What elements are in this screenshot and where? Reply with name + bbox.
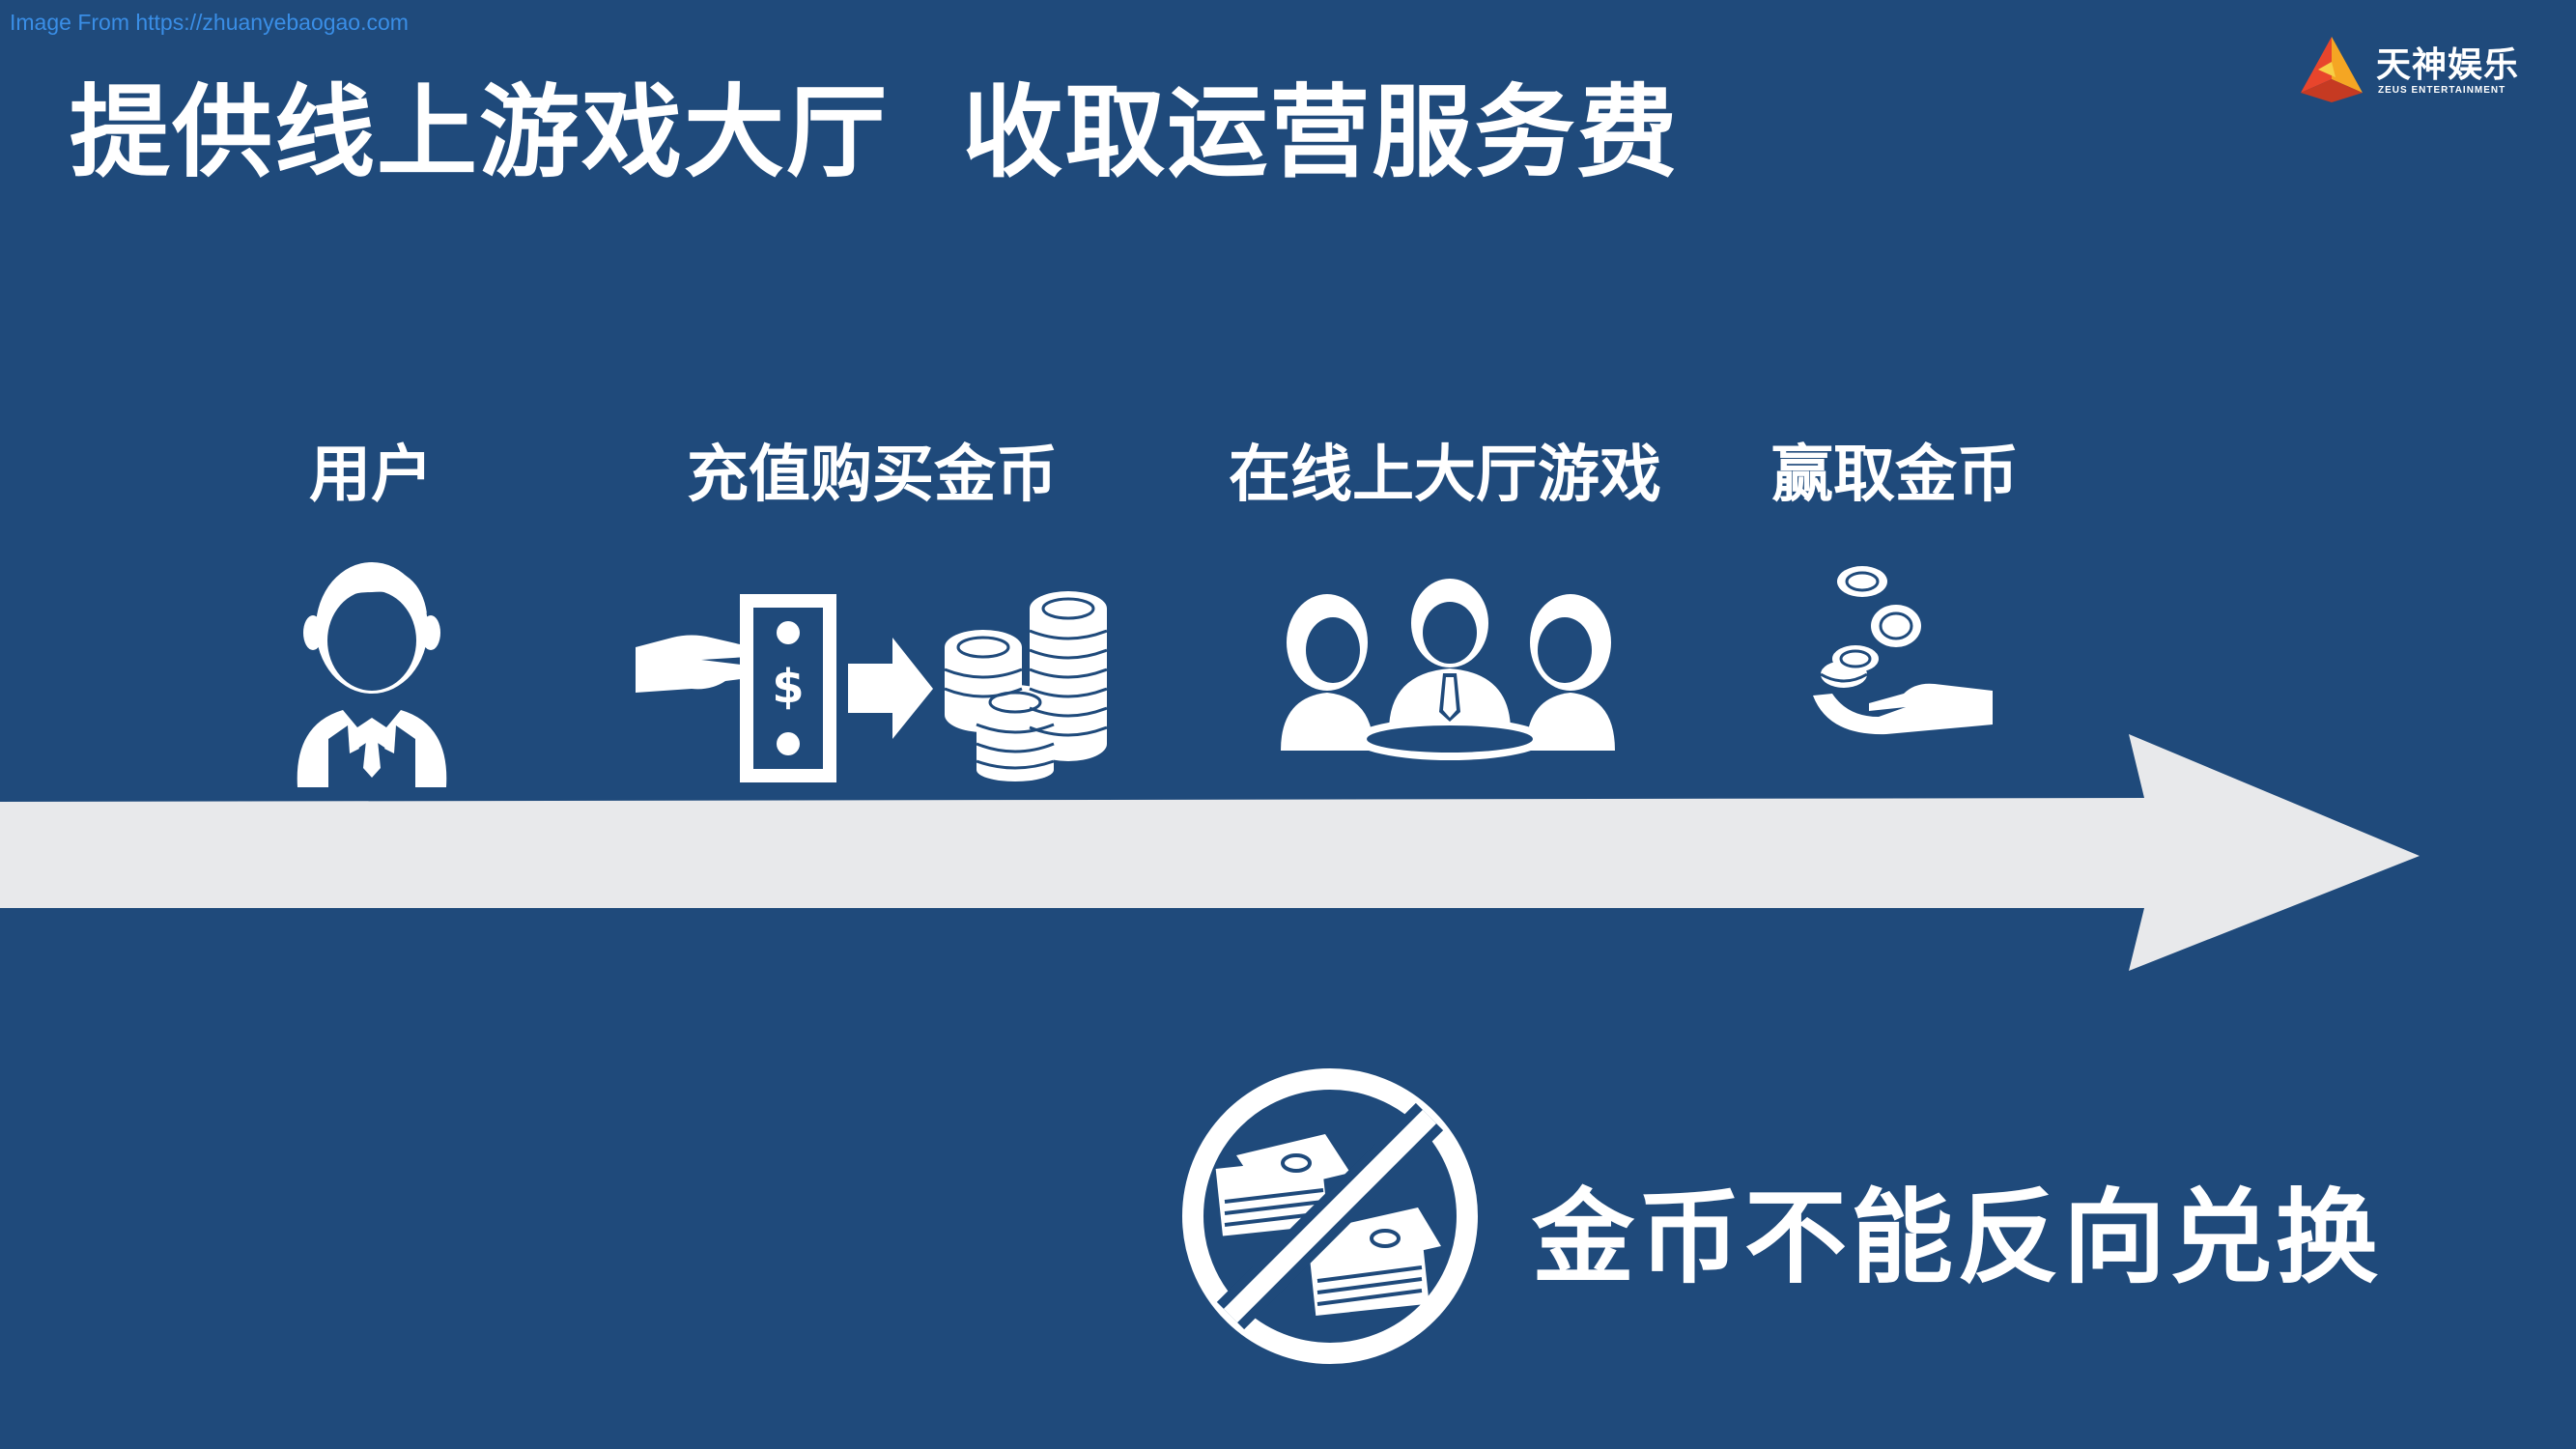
svg-text:$: $ bbox=[772, 660, 804, 714]
flow-arrow bbox=[0, 734, 2420, 971]
players-table-icon bbox=[1281, 579, 1615, 760]
step-label-win: 赢取金币 bbox=[1771, 440, 2019, 511]
company-logo: 天神娱乐 ZEUS ENTERTAINMENT bbox=[2297, 33, 2538, 106]
logo-name: 天神娱乐 bbox=[2376, 45, 2520, 85]
user-icon bbox=[297, 562, 447, 787]
step-label-play: 在线上大厅游戏 bbox=[1229, 440, 1661, 511]
logo-mark-icon bbox=[2301, 37, 2363, 102]
no-cash-exchange-icon bbox=[1182, 1068, 1478, 1364]
notice-text: 金币不能反向兑换 bbox=[1532, 1179, 2382, 1297]
source-note: Image From https://zhuanyebaogao.com bbox=[10, 10, 409, 35]
money-to-coins-icon: $ bbox=[636, 591, 1108, 782]
logo-subtitle: ZEUS ENTERTAINMENT bbox=[2378, 85, 2506, 96]
step-label-user: 用户 bbox=[309, 440, 433, 511]
hand-coins-icon bbox=[1813, 566, 1993, 735]
page-title: 提供线上游戏大厅 收取运营服务费 bbox=[70, 73, 1680, 191]
step-label-recharge: 充值购买金币 bbox=[687, 440, 1058, 511]
